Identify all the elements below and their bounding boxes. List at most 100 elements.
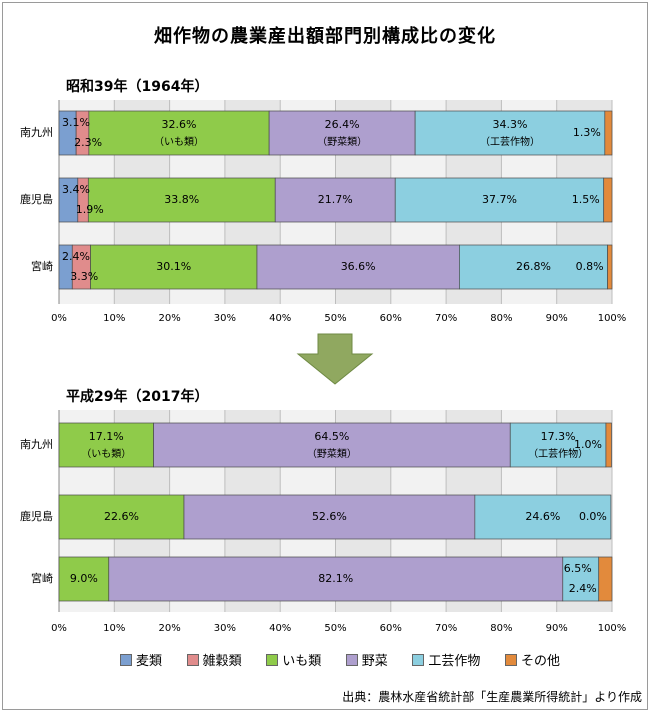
data-label: 0.0% xyxy=(579,510,607,523)
data-label: 1.5% xyxy=(572,193,600,206)
chart-title: 畑作物の農業産出額部門別構成比の変化 xyxy=(154,26,496,47)
bar-segment xyxy=(604,110,613,156)
data-label: 3.4% xyxy=(62,183,90,196)
data-label: 30.1% xyxy=(156,260,191,273)
data-label-sub: （工芸作物） xyxy=(528,447,588,460)
legend-label-potatoes: いも類 xyxy=(282,654,322,669)
data-label: 82.1% xyxy=(318,572,353,585)
legend-item-other: その他 xyxy=(504,650,560,669)
bar-segment xyxy=(58,422,154,468)
data-label: 1.0% xyxy=(574,438,602,451)
x-tick-label: 100% xyxy=(598,313,627,324)
data-label: 0.8% xyxy=(576,260,604,273)
x-tick-label: 40% xyxy=(269,623,291,634)
data-label-sub: （野菜類） xyxy=(317,136,367,148)
x-tick-label: 20% xyxy=(158,623,180,634)
x-tick-label: 80% xyxy=(490,313,512,324)
bar-segment xyxy=(58,556,110,602)
bar-segment xyxy=(509,422,607,468)
bar-segment xyxy=(256,244,460,290)
data-label: 3.1% xyxy=(62,116,90,129)
bar-segment xyxy=(87,177,276,223)
x-tick-label: 0% xyxy=(51,313,67,324)
data-label: 24.6% xyxy=(525,510,560,523)
data-label: 9.0% xyxy=(70,572,98,585)
legend-item-vegetables: 野菜 xyxy=(345,650,388,669)
legend-label-vegetables: 野菜 xyxy=(361,654,388,669)
x-tick-label: 20% xyxy=(158,313,180,324)
x-tick-label: 60% xyxy=(380,623,402,634)
data-label-sub: （いも類） xyxy=(81,448,131,460)
legend-label-other: その他 xyxy=(520,654,560,669)
legend-swatch-vegetables xyxy=(345,653,358,666)
data-label: 1.3% xyxy=(573,126,601,139)
bar-segment xyxy=(603,177,613,223)
bar-segment xyxy=(274,177,396,223)
category-label: 鹿児島 xyxy=(20,509,53,523)
legend-label-industrial-crops: 工芸作物 xyxy=(428,654,481,669)
legend-item-potatoes: いも類 xyxy=(266,650,321,669)
x-tick-label: 30% xyxy=(214,623,236,634)
data-label: 22.6% xyxy=(104,510,139,523)
bar-segment xyxy=(605,422,612,468)
x-tick-label: 60% xyxy=(380,313,402,324)
data-label: 64.5% xyxy=(314,430,349,443)
category-label: 宮崎 xyxy=(31,259,53,273)
data-label: 26.8% xyxy=(516,260,551,273)
legend-label-grains: 雑穀類 xyxy=(202,654,242,669)
legend-item-wheat: 麦類 xyxy=(120,650,162,669)
x-tick-label: 30% xyxy=(214,313,236,324)
x-tick-label: 100% xyxy=(598,623,627,634)
bar-segment xyxy=(88,110,270,156)
category-label: 南九州 xyxy=(20,438,53,451)
x-tick-label: 10% xyxy=(103,313,125,324)
x-tick-label: 10% xyxy=(103,623,125,634)
bar-segment xyxy=(598,556,613,602)
data-label: 37.7% xyxy=(482,193,517,206)
data-label: 3.3% xyxy=(70,270,98,283)
x-tick-label: 90% xyxy=(546,623,568,634)
panel-1964-title: 昭和39年（1964年） xyxy=(66,79,209,95)
data-label: 2.4% xyxy=(569,582,597,595)
x-tick-label: 70% xyxy=(435,623,457,634)
data-label: 17.1% xyxy=(89,430,124,443)
bar-segment xyxy=(268,110,416,156)
data-label: 17.3% xyxy=(541,430,576,443)
category-label: 南九州 xyxy=(20,126,53,139)
data-label-sub: （いも類） xyxy=(154,136,204,148)
data-label: 52.6% xyxy=(312,510,347,523)
x-tick-label: 90% xyxy=(546,313,568,324)
legend-swatch-potatoes xyxy=(266,653,279,666)
legend-swatch-industrial-crops xyxy=(412,653,425,666)
data-label: 1.9% xyxy=(76,203,104,216)
legend-swatch-wheat xyxy=(120,653,132,666)
bar-segment xyxy=(90,244,258,290)
data-label: 36.6% xyxy=(341,260,376,273)
category-label: 鹿児島 xyxy=(20,192,53,206)
bar-segment xyxy=(108,556,564,602)
legend-swatch-grains xyxy=(186,653,199,666)
data-label: 32.6% xyxy=(162,118,197,131)
bar-segment xyxy=(474,494,612,540)
data-label: 34.3% xyxy=(492,118,527,131)
data-label: 2.3% xyxy=(74,136,102,149)
down-arrow-icon xyxy=(296,333,374,385)
bar-segment xyxy=(414,110,606,156)
source-note: 出典：農林水産省統計部「生産農業所得統計」より作成 xyxy=(342,690,642,704)
bar-segment xyxy=(58,494,185,540)
bar-segment xyxy=(459,244,608,290)
bar-segment xyxy=(153,422,511,468)
x-tick-label: 50% xyxy=(324,313,346,324)
legend-label-wheat: 麦類 xyxy=(136,654,163,669)
data-label-sub: （工芸作物） xyxy=(480,135,540,148)
category-label: 宮崎 xyxy=(31,571,53,585)
panel-2017-title: 平成29年（2017年） xyxy=(66,389,209,405)
x-tick-label: 40% xyxy=(269,313,291,324)
x-tick-label: 80% xyxy=(490,623,512,634)
legend-swatch-other xyxy=(504,653,517,666)
bar-segment xyxy=(183,494,476,540)
legend-item-grains: 雑穀類 xyxy=(186,650,242,669)
bar-segment xyxy=(607,244,613,290)
data-label: 2.4% xyxy=(62,250,90,263)
